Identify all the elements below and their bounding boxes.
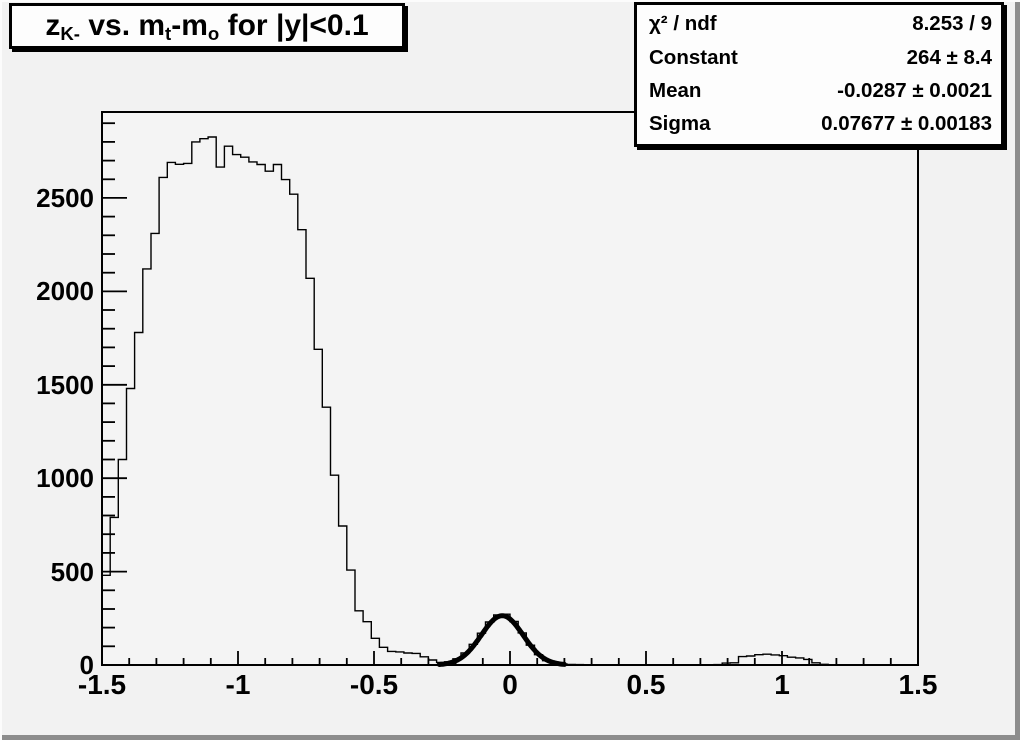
plot-title: zK- vs. mt-mo for |y|<0.1 (45, 9, 369, 45)
title-text-part: -m (171, 9, 208, 42)
plot-title-box: zK- vs. mt-mo for |y|<0.1 (9, 3, 405, 49)
stats-value-mean: -0.0287 ± 0.0021 (837, 78, 992, 102)
title-subscript: o (207, 23, 220, 45)
stats-label-mean: Mean (649, 78, 702, 102)
stats-label-sigma: Sigma (649, 112, 711, 136)
title-text-part: for |y|<0.1 (219, 9, 369, 42)
title-text-part: vs. m (79, 9, 166, 42)
stats-label-chi2: χ² / ndf (649, 12, 717, 36)
fit-curve (436, 613, 567, 667)
plot-frame (101, 111, 919, 666)
title-subscript: t (165, 23, 172, 45)
stats-value-sigma: 0.07677 ± 0.00183 (821, 112, 992, 136)
stats-row: Sigma 0.07677 ± 0.00183 (637, 114, 1001, 135)
title-subscript: K- (60, 23, 80, 45)
stats-value-chi2: 8.253 / 9 (912, 12, 992, 36)
stats-row: Mean -0.0287 ± 0.0021 (637, 78, 1001, 102)
title-text-part: z (45, 9, 61, 42)
stats-box: χ² / ndf 8.253 / 9 Constant 264 ± 8.4 Me… (634, 2, 1004, 147)
stats-value-constant: 264 ± 8.4 (906, 45, 992, 69)
stats-row: Constant 264 ± 8.4 (637, 45, 1001, 69)
stats-label-constant: Constant (649, 45, 738, 69)
stats-row: χ² / ndf 8.253 / 9 (637, 14, 1001, 35)
